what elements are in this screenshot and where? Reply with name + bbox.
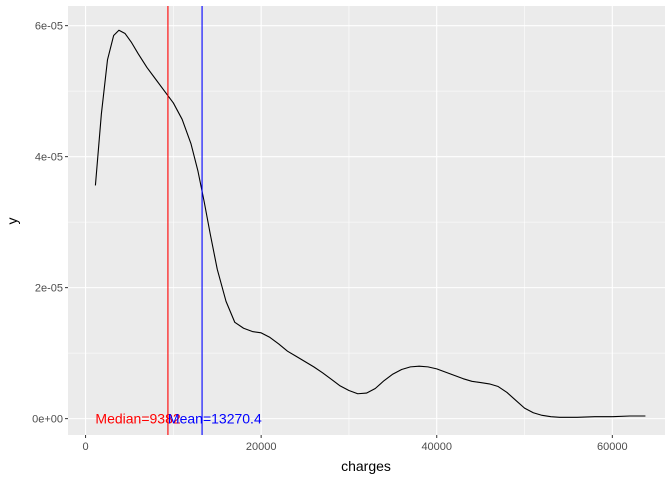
x-tick-label: 60000: [597, 441, 628, 453]
y-axis: 0e+00 2e-05 4e-05 6e-05: [32, 21, 68, 426]
y-tick-label: 2e-05: [35, 283, 63, 295]
x-axis-title: charges: [341, 458, 391, 474]
y-tick-label: 4e-05: [35, 152, 63, 164]
median-annotation: Median=9382: [95, 411, 180, 427]
x-tick-label: 0: [82, 441, 88, 453]
reference-lines: [167, 6, 203, 435]
x-tick-label: 20000: [246, 441, 277, 453]
y-tick-label: 0e+00: [32, 414, 63, 426]
x-axis: 0 20000 40000 60000: [82, 435, 628, 453]
mean-annotation: Mean=13270.4: [168, 411, 262, 427]
y-tick-label: 6e-05: [35, 21, 63, 33]
plot-panel: [68, 6, 665, 435]
x-tick-label: 40000: [421, 441, 452, 453]
y-axis-title: y: [4, 218, 20, 225]
